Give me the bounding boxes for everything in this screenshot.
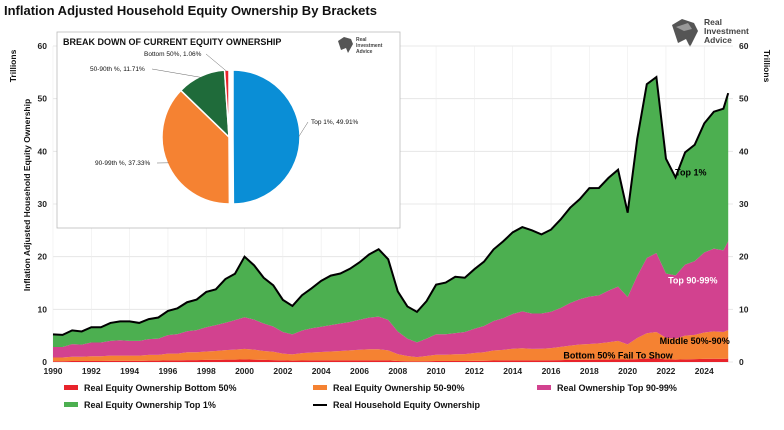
inset-logo: Real Investment Advice [338, 37, 383, 55]
legend-label: Real Ownership Top 90-99% [557, 383, 677, 393]
y-axis-left: 0 10 20 30 40 50 60 [38, 41, 48, 367]
x-tick-label: 2008 [388, 366, 407, 376]
x-tick-label: 1996 [158, 366, 177, 376]
y-tick-label-right: 60 [739, 41, 749, 51]
annotation-label: Middle 50%-90% [660, 336, 730, 346]
y-tick-label-left: 30 [38, 199, 48, 209]
pie-slice-label: Bottom 50%, 1.06% [144, 51, 202, 58]
x-tick-label: 2024 [695, 366, 714, 376]
area-series-2 [53, 241, 729, 358]
chart-title: Inflation Adjusted Household Equity Owne… [4, 3, 377, 18]
brand-logo: Real Investment Advice [672, 17, 749, 47]
x-tick-label: 2006 [350, 366, 369, 376]
pie-leader-line [151, 68, 202, 78]
area-series-3 [53, 77, 729, 347]
y-tick-label-left: 60 [38, 41, 48, 51]
y-tick-label-right: 40 [739, 146, 749, 156]
svg-text:Advice: Advice [356, 49, 373, 55]
y-axis-right: 0 10 20 30 40 50 60 [739, 41, 749, 367]
inset-pie-panel: BREAK DOWN OF CURRENT EQUITY OWNERSHIP R… [56, 31, 401, 229]
x-tick-label: 2018 [580, 366, 599, 376]
area-series-0 [53, 358, 729, 362]
annotations: Top 1% Top 90-99% Middle 50%-90% Bottom 50%… [563, 167, 729, 360]
legend-label: Real Equity Ownership Top 1% [84, 400, 216, 410]
x-tick-label: 2014 [503, 366, 522, 376]
annotation-label: Top 1% [675, 167, 706, 177]
y-tick-label-left: 0 [42, 357, 47, 367]
x-axis: 1990 1992 1994 1996 1998 2000 2002 2004 2006 2008… [44, 366, 714, 376]
x-tick-label: 1992 [82, 366, 101, 376]
pie-slice [232, 69, 301, 205]
svg-text:Investment: Investment [704, 26, 749, 36]
pie-slice [161, 89, 231, 205]
y-axis-left-title: Inflation Adjusted Household Equity Owne… [22, 99, 32, 291]
legend-label: Real Household Equity Ownership [333, 400, 481, 410]
y-tick-label-left: 50 [38, 94, 48, 104]
y-axis-left-unit: Trillions [8, 49, 18, 82]
pie-slice-label: 50-90th %, 11.71% [90, 66, 145, 73]
x-tick-label: 1998 [197, 366, 216, 376]
y-tick-label-right: 10 [739, 304, 749, 314]
y-tick-label-left: 40 [38, 146, 48, 156]
total-line-layer [52, 75, 730, 336]
svg-text:Real: Real [356, 37, 367, 43]
legend: Real Equity Ownership Bottom 50% Real Equ… [64, 383, 677, 410]
inset-pie: Top 1%, 49.91% 90-99th %, 37.33% 50-90th %… [90, 51, 359, 205]
y-tick-label-right: 30 [739, 199, 749, 209]
legend-swatch [64, 385, 78, 390]
y-tick-label-left: 10 [38, 304, 48, 314]
pie-slice-label: Top 1%, 49.91% [311, 119, 359, 126]
inset-pie-title: BREAK DOWN OF CURRENT EQUITY OWNERSHIP [63, 37, 281, 47]
pie-slice-label: 90-99th %, 37.33% [95, 160, 151, 167]
y-axis-right-unit: Trillions [762, 50, 772, 83]
y-tick-label-right: 0 [739, 357, 744, 367]
y-tick-label-left: 20 [38, 252, 48, 262]
y-tick-label-right: 50 [739, 94, 749, 104]
series-line-total [52, 75, 730, 336]
x-tick-label: 2000 [235, 366, 254, 376]
legend-swatch [537, 385, 551, 390]
svg-text:Real: Real [704, 17, 722, 27]
pie-leader-line [298, 121, 309, 137]
legend-swatch [64, 402, 78, 407]
x-tick-label: 2022 [656, 366, 675, 376]
y-tick-label-right: 20 [739, 252, 749, 262]
x-tick-label: 2020 [618, 366, 637, 376]
pie-slice [223, 69, 230, 138]
x-tick-label: 2010 [427, 366, 446, 376]
annotation-label: Top 90-99% [668, 275, 717, 285]
svg-text:Investment: Investment [356, 43, 383, 49]
pie-leader-line [205, 53, 227, 72]
legend-swatch [313, 385, 327, 390]
annotation-label: Bottom 50% Fail To Show [563, 351, 673, 361]
legend-label: Real Equity Ownership Bottom 50% [84, 383, 237, 393]
x-tick-label: 1994 [120, 366, 139, 376]
x-tick-label: 2012 [465, 366, 484, 376]
svg-text:Advice: Advice [704, 35, 732, 45]
x-tick-label: 1990 [44, 366, 63, 376]
x-tick-label: 2016 [542, 366, 561, 376]
legend-label: Real Equity Ownership 50-90% [333, 383, 465, 393]
x-tick-label: 2004 [312, 366, 331, 376]
x-tick-label: 2002 [273, 366, 292, 376]
stacked-areas [53, 77, 729, 362]
area-series-1 [53, 330, 729, 362]
